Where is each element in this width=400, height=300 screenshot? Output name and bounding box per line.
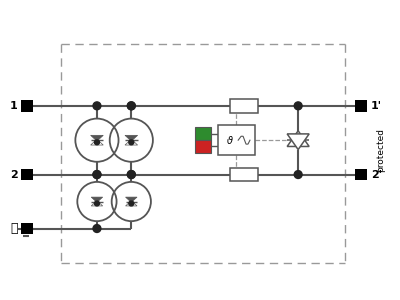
Text: 2': 2' <box>371 169 382 179</box>
Circle shape <box>294 171 302 178</box>
Text: 2: 2 <box>10 169 18 179</box>
Circle shape <box>94 201 99 206</box>
Bar <box>195 140 211 153</box>
Polygon shape <box>287 131 309 146</box>
Circle shape <box>94 140 99 145</box>
Bar <box>21 223 33 234</box>
Bar <box>230 99 258 113</box>
Circle shape <box>93 171 101 178</box>
Circle shape <box>294 102 302 110</box>
Bar <box>218 125 255 155</box>
Polygon shape <box>91 197 103 203</box>
Polygon shape <box>91 135 103 141</box>
Circle shape <box>127 102 135 110</box>
Polygon shape <box>91 139 103 145</box>
Polygon shape <box>91 201 103 206</box>
Text: 1: 1 <box>10 101 18 111</box>
Circle shape <box>127 102 135 110</box>
Polygon shape <box>125 139 138 145</box>
Circle shape <box>129 201 134 206</box>
Polygon shape <box>126 197 137 203</box>
Bar <box>355 100 367 112</box>
Circle shape <box>93 102 101 110</box>
Circle shape <box>127 171 135 178</box>
Text: ⏚: ⏚ <box>10 222 18 235</box>
Polygon shape <box>287 134 309 150</box>
Circle shape <box>127 171 135 178</box>
Bar <box>21 169 33 180</box>
Circle shape <box>93 171 101 178</box>
Text: protected: protected <box>376 128 385 172</box>
Text: 1': 1' <box>371 101 382 111</box>
Polygon shape <box>125 135 138 141</box>
Bar <box>195 128 211 140</box>
Circle shape <box>129 140 134 145</box>
Circle shape <box>93 225 101 232</box>
Bar <box>355 169 367 180</box>
Text: $\vartheta$: $\vartheta$ <box>226 134 234 146</box>
Polygon shape <box>126 201 137 206</box>
Bar <box>21 100 33 112</box>
Bar <box>230 168 258 182</box>
